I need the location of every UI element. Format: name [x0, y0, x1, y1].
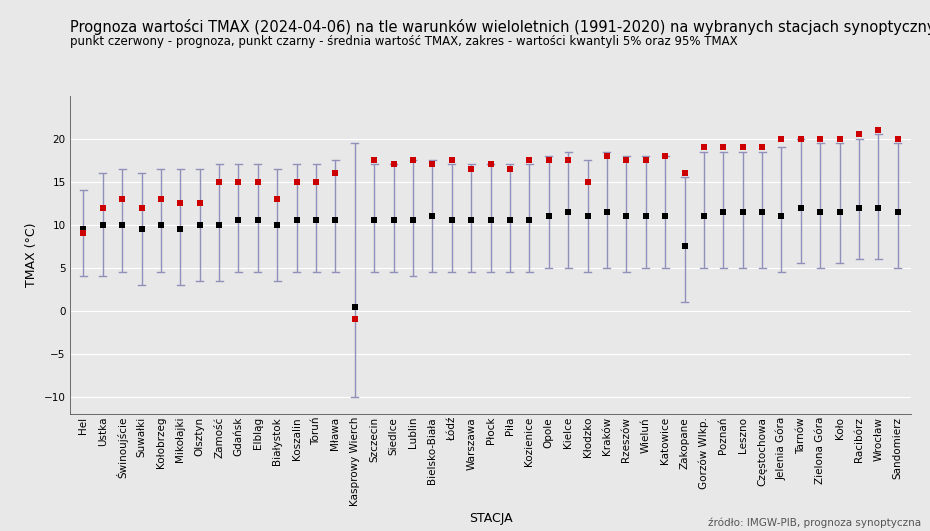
Point [600, 152, 615, 160]
Point [289, 177, 304, 186]
Point [114, 220, 129, 229]
Point [658, 152, 672, 160]
Point [270, 220, 285, 229]
Point [600, 208, 615, 216]
Point [638, 156, 653, 165]
Point [852, 130, 867, 139]
Point [95, 220, 110, 229]
Point [328, 216, 343, 225]
Point [270, 195, 285, 203]
Point [445, 216, 459, 225]
Point [522, 216, 537, 225]
Point [76, 229, 91, 237]
Point [289, 216, 304, 225]
Point [483, 160, 498, 169]
Point [250, 216, 265, 225]
Point [658, 212, 672, 220]
Point [580, 212, 595, 220]
Point [618, 156, 633, 165]
Point [541, 156, 556, 165]
Y-axis label: TMAX (°C): TMAX (°C) [25, 222, 38, 287]
Point [890, 208, 905, 216]
Point [193, 220, 207, 229]
Point [852, 203, 867, 212]
Point [522, 156, 537, 165]
Point [153, 195, 168, 203]
Text: punkt czerwony - prognoza, punkt czarny - średnia wartość TMAX, zakres - wartośc: punkt czerwony - prognoza, punkt czarny … [70, 35, 737, 47]
Point [813, 208, 828, 216]
Point [309, 177, 324, 186]
Point [638, 212, 653, 220]
Point [405, 216, 420, 225]
Point [348, 315, 363, 324]
Point [76, 225, 91, 233]
Point [328, 169, 343, 177]
Point [793, 134, 808, 143]
Point [677, 169, 692, 177]
Point [173, 199, 188, 208]
Point [134, 203, 149, 212]
Point [677, 242, 692, 251]
Point [250, 177, 265, 186]
Point [193, 199, 207, 208]
Point [774, 134, 789, 143]
Point [502, 165, 517, 173]
Point [464, 216, 479, 225]
Point [212, 177, 227, 186]
Point [832, 208, 847, 216]
Point [754, 208, 769, 216]
Point [774, 212, 789, 220]
Point [561, 208, 576, 216]
Point [445, 156, 459, 165]
Point [736, 143, 751, 151]
Point [114, 195, 129, 203]
Point [366, 216, 381, 225]
Point [483, 216, 498, 225]
Point [348, 302, 363, 311]
Point [813, 134, 828, 143]
Point [95, 203, 110, 212]
Point [618, 212, 633, 220]
Point [425, 212, 440, 220]
Point [405, 156, 420, 165]
Point [580, 177, 595, 186]
Point [716, 143, 731, 151]
Point [541, 212, 556, 220]
Point [561, 156, 576, 165]
Point [425, 160, 440, 169]
Point [871, 203, 886, 212]
Point [386, 216, 401, 225]
Point [697, 143, 711, 151]
Point [793, 203, 808, 212]
Text: źródło: IMGW-PIB, prognoza synoptyczna: źródło: IMGW-PIB, prognoza synoptyczna [708, 518, 921, 528]
Point [754, 143, 769, 151]
Point [309, 216, 324, 225]
Point [134, 225, 149, 233]
Point [697, 212, 711, 220]
Point [890, 134, 905, 143]
Point [231, 177, 246, 186]
X-axis label: STACJA: STACJA [469, 512, 512, 525]
Point [173, 225, 188, 233]
Point [153, 220, 168, 229]
Point [366, 156, 381, 165]
Point [464, 165, 479, 173]
Point [502, 216, 517, 225]
Point [832, 134, 847, 143]
Point [736, 208, 751, 216]
Point [212, 220, 227, 229]
Point [386, 160, 401, 169]
Text: Prognoza wartości TMAX (2024-04-06) na tle warunków wieloletnich (1991-2020) na : Prognoza wartości TMAX (2024-04-06) na t… [70, 19, 930, 35]
Point [871, 126, 886, 134]
Point [231, 216, 246, 225]
Point [716, 208, 731, 216]
